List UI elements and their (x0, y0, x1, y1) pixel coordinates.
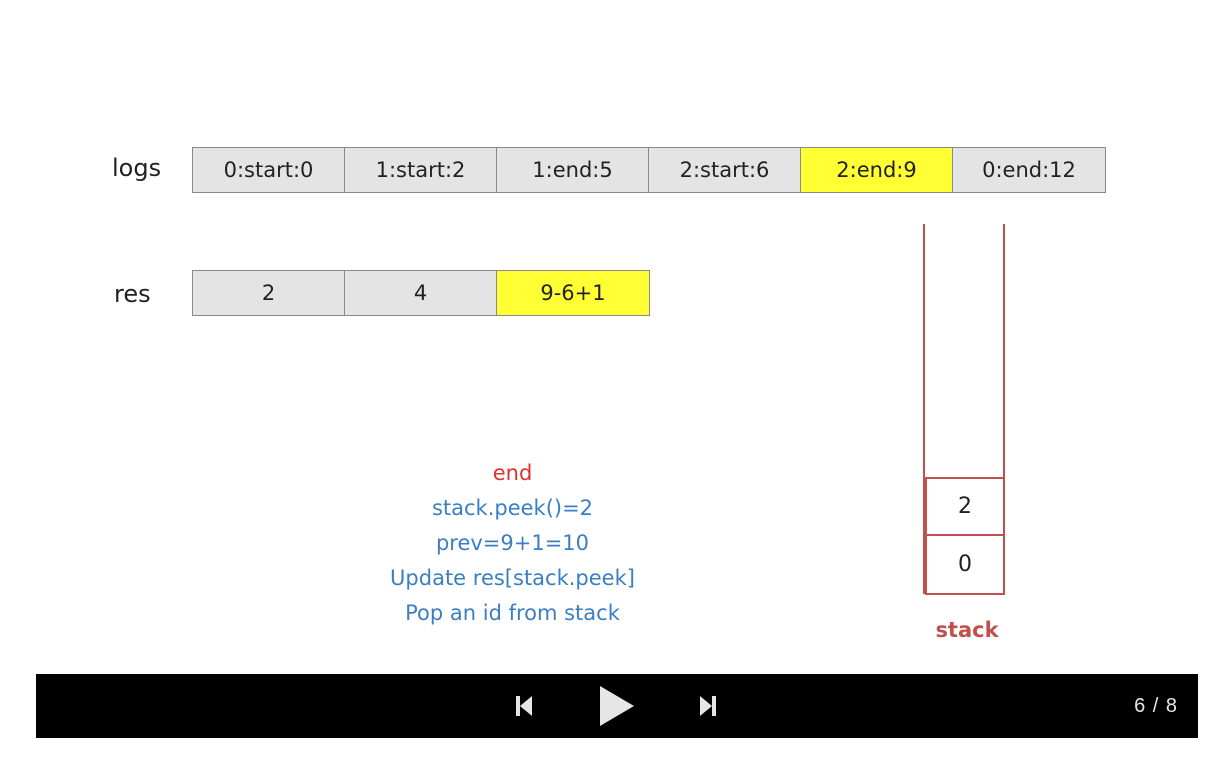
stack-item: 2 (925, 477, 1005, 536)
operation-label: end (492, 461, 533, 485)
res-cell: 4 (345, 271, 497, 315)
slide-counter: 6 / 8 (1134, 694, 1178, 717)
logs-cell: 0:end:12 (953, 148, 1105, 192)
previous-button[interactable] (504, 674, 544, 738)
stack-item: 0 (925, 534, 1005, 595)
explanation-step: Pop an id from stack (405, 601, 620, 625)
slide: logs 0:start:0 1:start:2 1:end:5 2:start… (112, 147, 1106, 642)
logs-cell: 1:end:5 (497, 148, 649, 192)
logs-label: logs (112, 154, 162, 182)
explanation-step: stack.peek()=2 (431, 496, 594, 520)
logs-cell-current: 2:end:9 (801, 148, 953, 192)
stack-label: stack (935, 618, 999, 642)
logs-cell: 0:start:0 (193, 148, 345, 192)
step-explanation: end stack.peek()=2 prev=9+1=10 Update re… (340, 456, 685, 631)
res-array: 2 4 9-6+1 (192, 270, 650, 316)
logs-array: 0:start:0 1:start:2 1:end:5 2:start:6 2:… (192, 147, 1106, 193)
play-icon (600, 686, 634, 726)
stack-left-wall (923, 224, 925, 594)
logs-cell: 2:start:6 (649, 148, 801, 192)
stack-right-wall (1003, 224, 1005, 594)
res-cell: 2 (193, 271, 345, 315)
res-cell-current: 9-6+1 (497, 271, 649, 315)
next-button[interactable] (688, 674, 728, 738)
skip-previous-icon (516, 696, 532, 716)
explanation-step: Update res[stack.peek] (390, 566, 635, 590)
skip-next-icon (700, 696, 716, 716)
explanation-step: prev=9+1=10 (435, 531, 590, 555)
play-button[interactable] (592, 674, 640, 738)
res-label: res (114, 280, 151, 308)
logs-cell: 1:start:2 (345, 148, 497, 192)
player-controls: 6 / 8 (36, 674, 1198, 738)
